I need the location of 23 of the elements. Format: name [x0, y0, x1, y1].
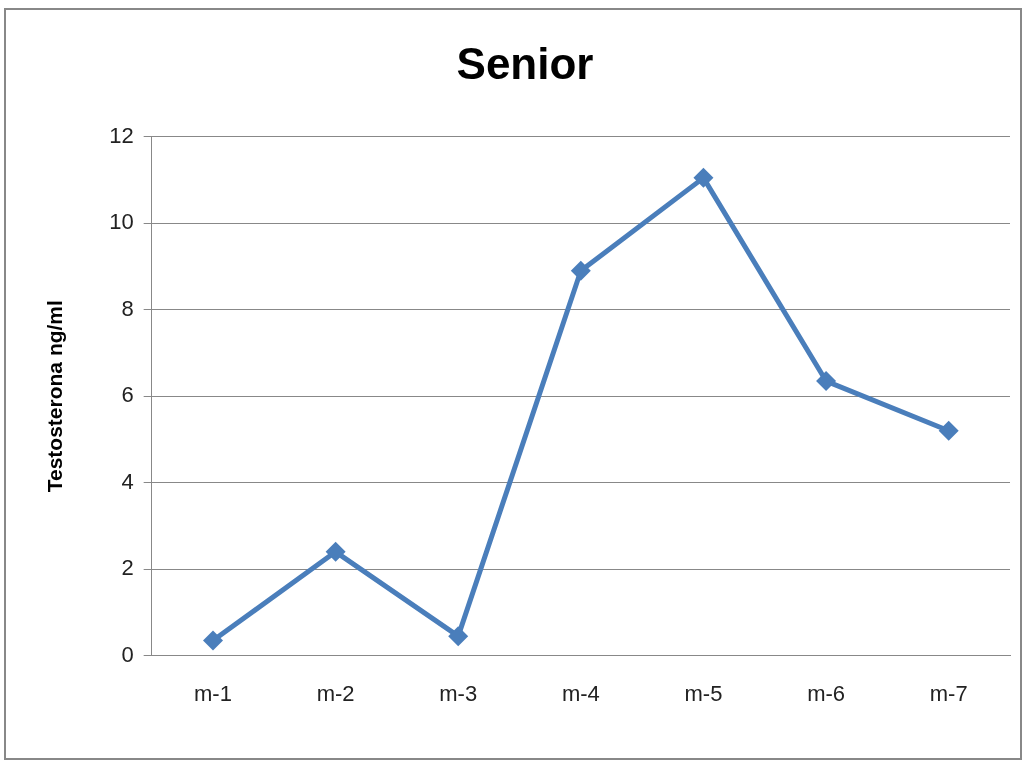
point	[448, 626, 469, 647]
y-tick-label: 2	[121, 555, 134, 581]
point	[816, 371, 837, 392]
y-tick-label: 12	[109, 122, 134, 148]
x-tick-label: m-2	[316, 680, 355, 706]
point	[938, 420, 959, 441]
y-tick-label: 6	[121, 382, 134, 408]
y-tick-label: 0	[121, 641, 134, 667]
point	[693, 167, 714, 188]
point	[570, 260, 591, 281]
x-tick-label: m-6	[807, 680, 846, 706]
x-tick-label: m-7	[929, 680, 968, 706]
x-tick-label: m-3	[439, 680, 478, 706]
y-tick-label: 8	[121, 295, 134, 321]
chart-title: Senior	[456, 38, 594, 88]
x-tick-label: m-1	[194, 680, 232, 706]
point	[325, 541, 346, 562]
y-axis-title: Testosterona ng/ml	[43, 300, 67, 493]
point	[202, 630, 223, 651]
x-tick-label: m-5	[684, 680, 723, 706]
x-tick-label: m-4	[561, 680, 600, 706]
y-tick-label: 4	[121, 468, 134, 494]
y-tick-label: 10	[109, 209, 134, 235]
